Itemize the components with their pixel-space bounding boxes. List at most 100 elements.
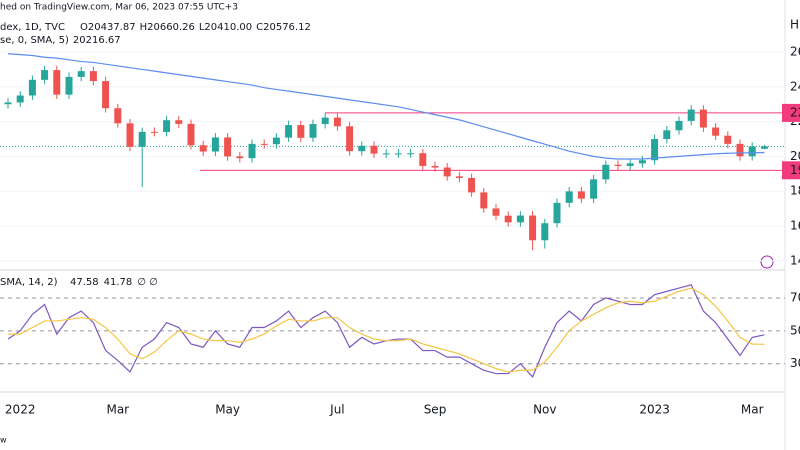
candle-body [431,165,439,168]
rsi-tick-label: 70 [790,290,800,304]
candle-body [65,76,73,95]
candle-body [175,120,183,124]
candle-body [358,145,366,152]
candle-body [4,102,12,105]
header: hed on TradingView.com, Mar 06, 2023 07:… [0,3,238,13]
candle-body [114,108,122,124]
candle-body [102,81,110,109]
candle-body [126,123,134,147]
x-tick-label: 2023 [639,403,670,417]
x-tick-label: 2022 [5,403,36,417]
candle-body [614,164,622,166]
candle-body [260,143,268,145]
candle-body [248,143,256,159]
symbol: dex, 1D, TVC [0,22,65,33]
level-box [782,161,800,180]
ohlc-legend: L20410.00 [199,22,252,33]
candle-body [407,153,415,155]
candle-body [577,191,585,199]
rsi-line [8,287,765,373]
candle-body [565,191,573,203]
candle-body [199,145,207,152]
candle-body [480,192,488,209]
candle-body [455,176,463,178]
rsi-tick-label: 50 [790,323,800,337]
ohlc-legend: H20660.26 [140,22,195,33]
candle-body [346,126,354,152]
candle-body [41,70,49,80]
candle-body [760,146,768,149]
candle-body [663,130,671,139]
candle-body [150,131,158,133]
candle-body [724,135,732,144]
x-tick-label: Mar [741,403,764,417]
rsi-label: SMA, 14, 2) [0,277,58,288]
candle-body [53,70,61,95]
rsi-value: 41.78 [104,277,133,288]
candle-body [504,215,512,223]
rsi-value: 47.58 [70,277,99,288]
candle-body [272,137,280,145]
candle-body [297,125,305,138]
x-tick-label: Nov [533,403,556,417]
candle-body [748,146,756,157]
candle-body [712,127,720,136]
ma-value: 20216.67 [73,35,121,46]
candle-body [321,117,329,125]
candle-body [236,156,244,159]
x-tick-label: Jul [329,403,344,417]
y-tick-label: 16000 [790,218,800,232]
ohlc-legend: C20576.12 [256,22,311,33]
candle-body [626,163,634,166]
candle-body [590,179,598,199]
candle-body [309,124,317,138]
ohlc-legend: O20437.87 [80,22,136,33]
candle-body [675,120,683,131]
candle-body [394,153,402,155]
candle-body [163,120,171,133]
candle-body [28,79,36,96]
level-label: 19200 [790,163,800,177]
candle-body [492,208,500,216]
candle-body [443,167,451,177]
ma-line [7,53,765,160]
x-tick-label: Mar [106,403,129,417]
y-tick-label: 18000 [790,184,800,198]
level-box [782,103,800,122]
candle-body [77,71,85,77]
candle-body [553,202,561,224]
candle-body [468,177,476,193]
footer: w [0,436,7,445]
x-tick-label: May [215,403,240,417]
candle-body [382,153,390,155]
candle-body [224,137,232,157]
y-tick-label: 24000 [790,79,800,93]
candle-body [651,138,659,161]
candle-body [419,153,427,166]
candle-body [736,143,744,157]
rsi-tick-label: 30 [790,356,800,370]
candle-body [16,95,24,103]
candle-body [89,71,97,82]
candle-body [370,145,378,154]
candle-body [285,125,293,138]
candle-body [211,137,219,152]
rsi-extra: ∅ ∅ [137,277,158,288]
events-icon[interactable] [760,255,774,269]
candle-body [529,215,537,241]
candle-body [516,215,524,223]
candle-body [541,223,549,241]
candle-body [687,109,695,121]
currency: HI [790,18,800,32]
x-tick-label: Sep [424,403,447,417]
candle-body [333,117,341,127]
candle-body [138,131,146,147]
candle-body [699,109,707,128]
y-tick-label: 26000 [790,45,800,59]
candle-body [602,164,610,180]
y-tick-label: 20000 [790,149,800,163]
y-tick-label: 14000 [790,253,800,267]
candle-body [187,123,195,146]
